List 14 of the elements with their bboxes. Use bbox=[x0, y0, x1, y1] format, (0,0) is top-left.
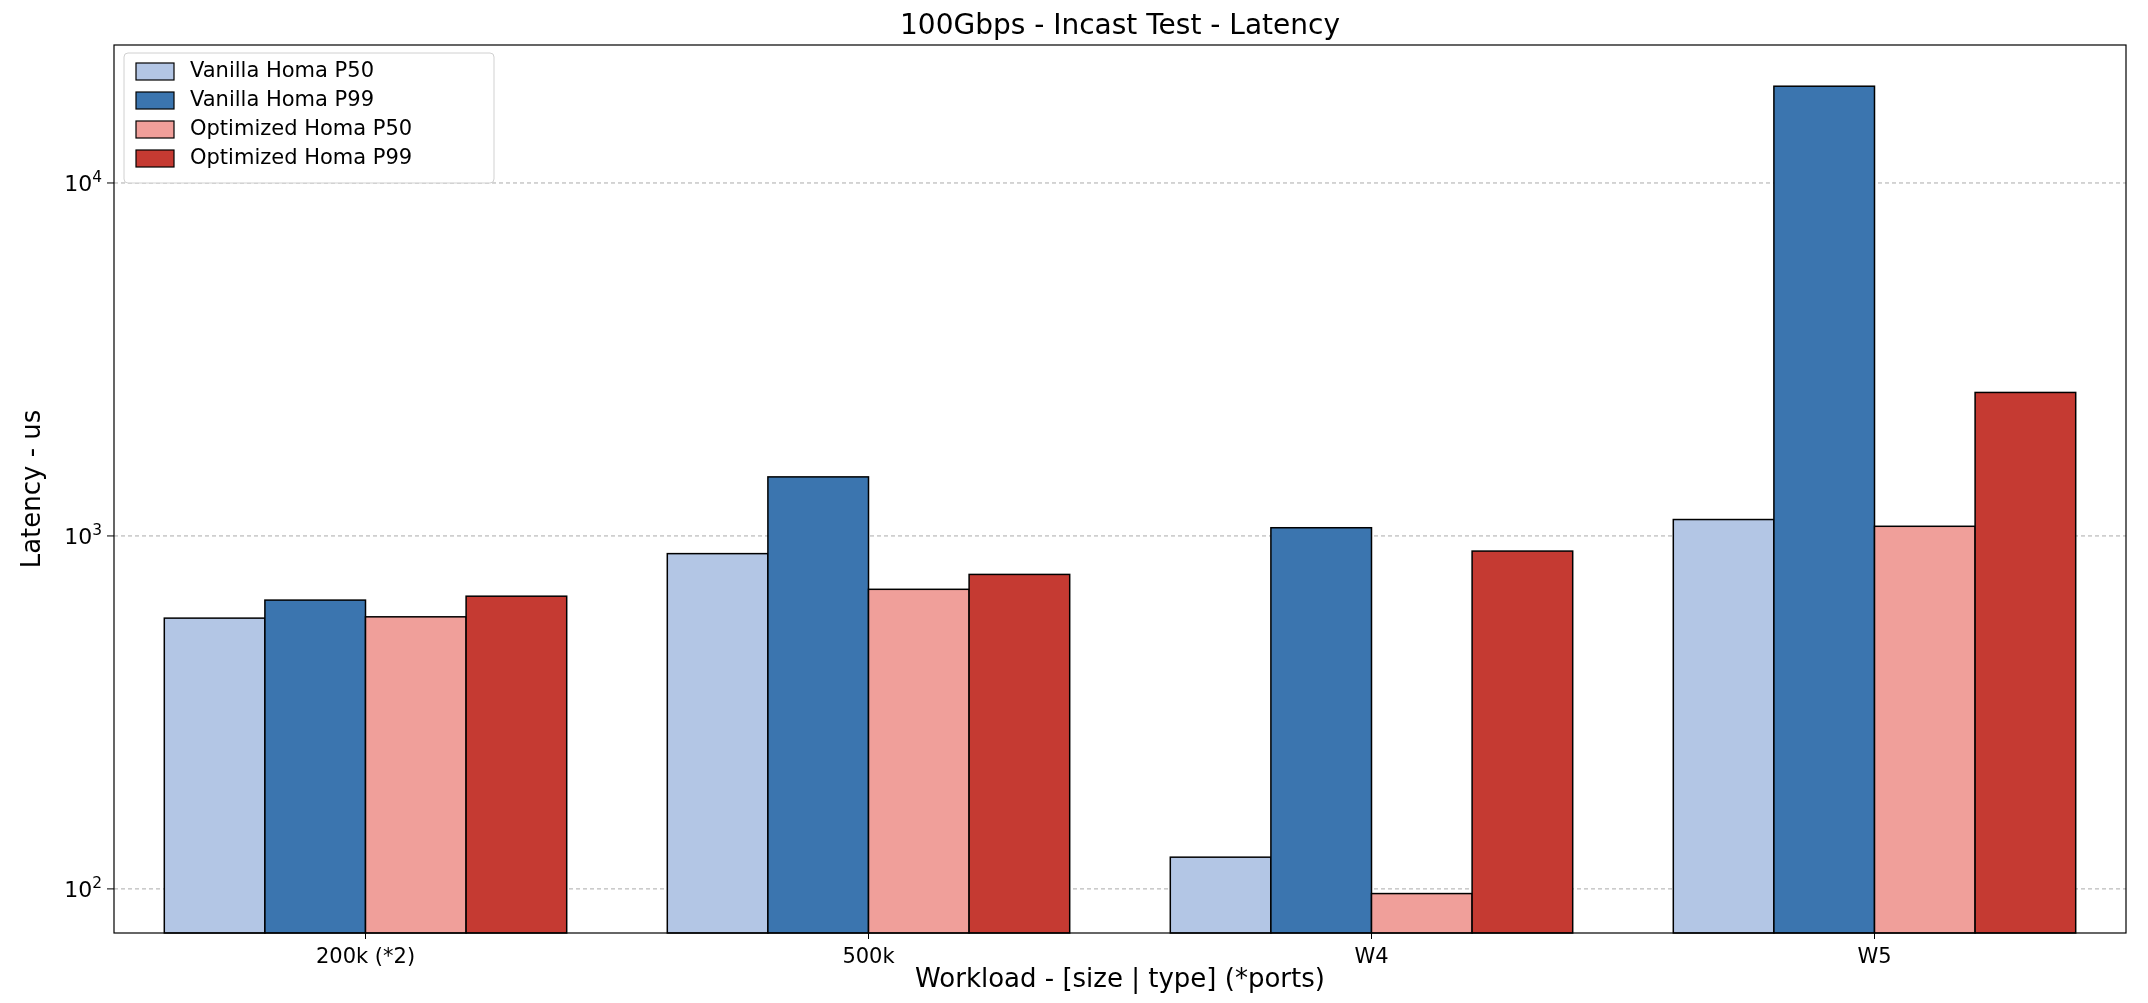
x-tick-label: 500k bbox=[842, 944, 896, 968]
y-axis-title: Latency - us bbox=[16, 409, 46, 569]
x-axis-title: Workload - [size | type] (*ports) bbox=[915, 963, 1325, 994]
legend-label: Vanilla Homa P99 bbox=[190, 87, 374, 111]
y-tick-label: 10$^{3}$ bbox=[64, 520, 102, 549]
chart-title: 100Gbps - Incast Test - Latency bbox=[900, 8, 1340, 41]
legend-label: Optimized Homa P50 bbox=[190, 116, 413, 140]
x-tick-label: W4 bbox=[1354, 944, 1389, 968]
legend-label: Vanilla Homa P50 bbox=[190, 58, 374, 82]
x-tick-label: 200k (*2) bbox=[315, 944, 416, 968]
y-tick-label: 10$^{2}$ bbox=[64, 873, 102, 902]
y-tick-label: 10$^{4}$ bbox=[64, 167, 102, 196]
x-tick-label: W5 bbox=[1857, 944, 1892, 968]
legend-label: Optimized Homa P99 bbox=[190, 145, 413, 169]
